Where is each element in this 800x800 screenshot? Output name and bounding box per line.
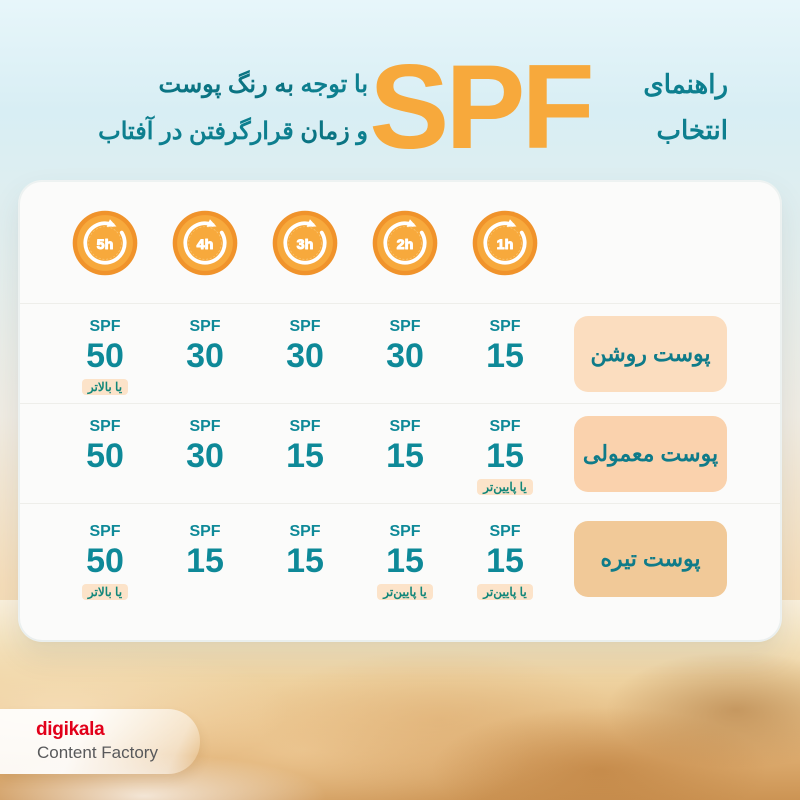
svg-text:3h: 3h xyxy=(297,237,314,253)
svg-text:4h: 4h xyxy=(197,237,214,253)
svg-text:5h: 5h xyxy=(97,237,114,253)
svg-text:1h: 1h xyxy=(497,237,514,253)
svg-text:2h: 2h xyxy=(397,237,414,253)
